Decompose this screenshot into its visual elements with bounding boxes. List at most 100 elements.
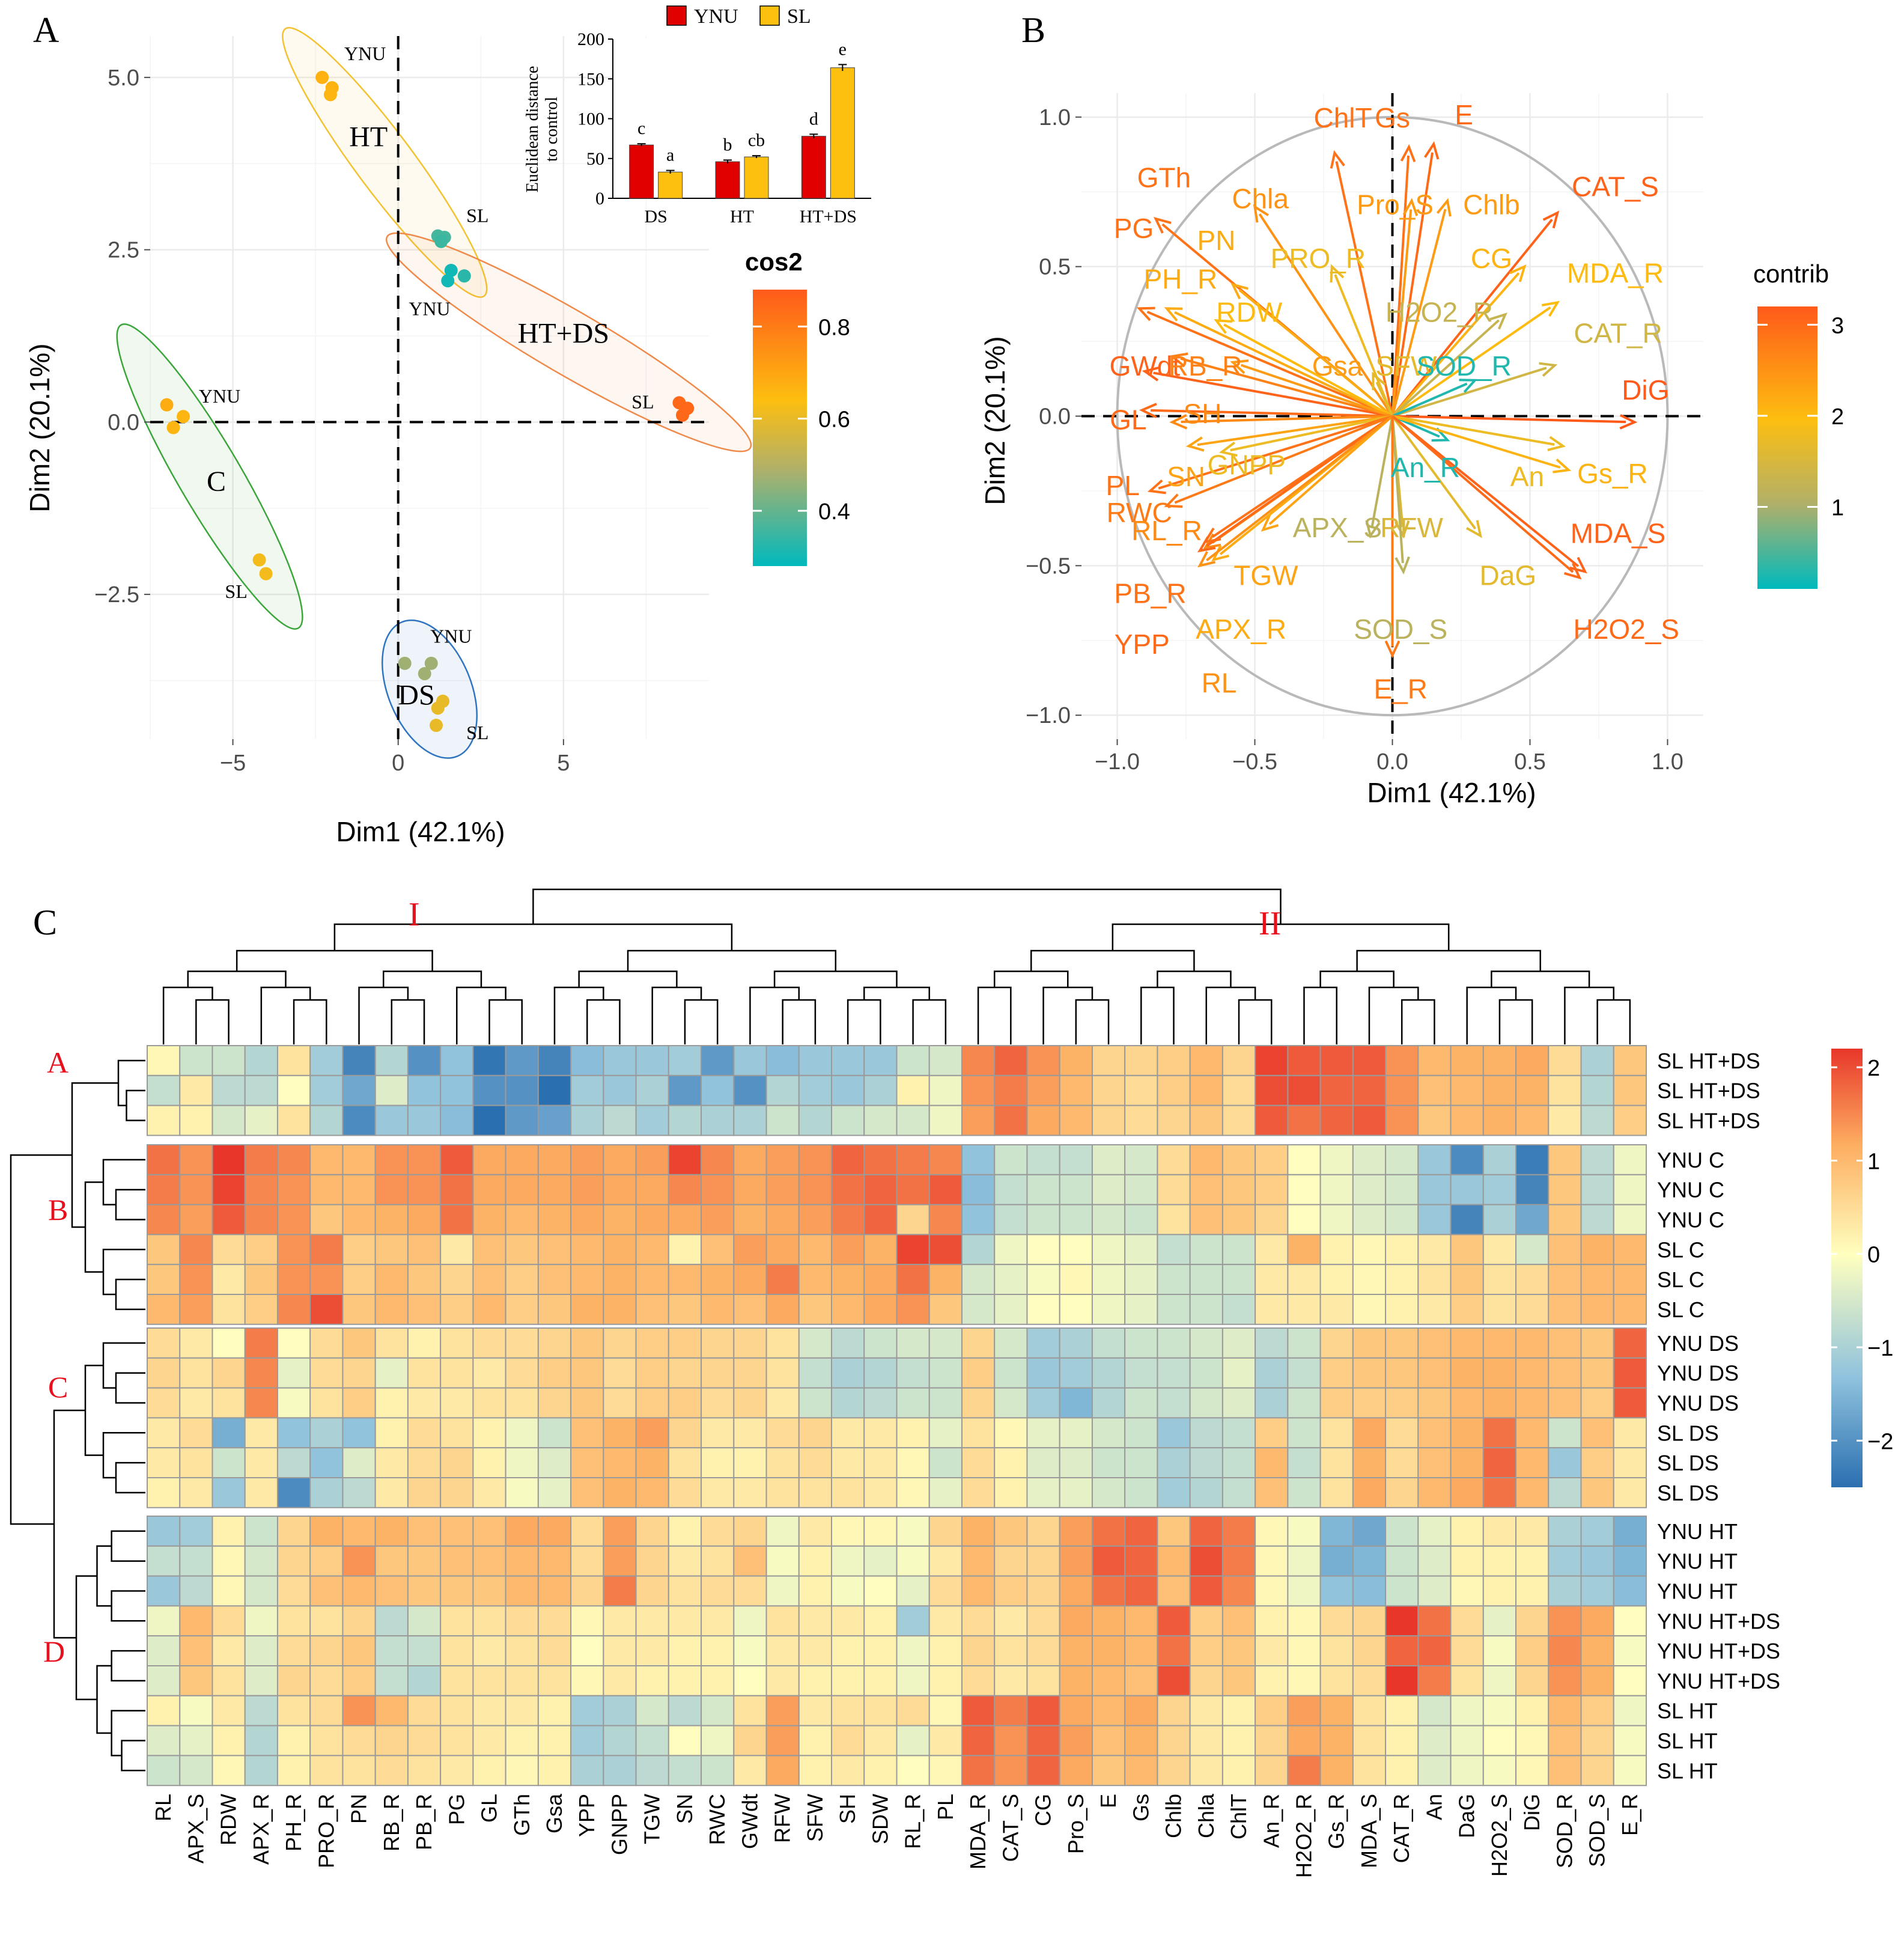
heatmap-cell bbox=[635, 1074, 669, 1106]
heatmap-cell bbox=[1417, 1417, 1452, 1449]
heatmap-cell bbox=[1385, 1635, 1419, 1666]
heatmap-cell bbox=[701, 1264, 735, 1295]
heatmap-cell bbox=[635, 1575, 669, 1607]
heatmap-cell bbox=[407, 1516, 442, 1547]
inset-x-tick-label: HT+DS bbox=[800, 207, 857, 227]
heatmap-cell bbox=[603, 1695, 637, 1726]
sample-point bbox=[160, 398, 174, 412]
heatmap-cell bbox=[831, 1755, 865, 1787]
heatmap-cell bbox=[701, 1447, 735, 1478]
heatmap-cell bbox=[570, 1264, 604, 1295]
heatmap-cell bbox=[798, 1357, 833, 1389]
arrow-chlt bbox=[1330, 150, 1394, 416]
heatmap-cell bbox=[1417, 1294, 1452, 1325]
heatmap-cell bbox=[374, 1105, 409, 1136]
heatmap-cell bbox=[211, 1545, 246, 1577]
heatmap-cell bbox=[1450, 1234, 1484, 1266]
heatmap-cell bbox=[1385, 1605, 1419, 1637]
heatmap-cell bbox=[1221, 1144, 1256, 1175]
variable-label: Gsa bbox=[1312, 350, 1363, 382]
heatmap-cell bbox=[863, 1045, 898, 1076]
heatmap-cell bbox=[668, 1635, 702, 1666]
heatmap-cell bbox=[928, 1357, 963, 1389]
heatmap-cell bbox=[276, 1387, 311, 1419]
heatmap-cell bbox=[1059, 1174, 1093, 1205]
heatmap-cell bbox=[1482, 1045, 1517, 1076]
heatmap-cell bbox=[570, 1725, 604, 1757]
heatmap-cell bbox=[472, 1665, 506, 1696]
heatmap-cell bbox=[1189, 1516, 1223, 1547]
heatmap-cell bbox=[1189, 1725, 1223, 1757]
heatmap-cell bbox=[994, 1294, 1028, 1325]
heatmap-cell bbox=[147, 1387, 181, 1419]
variable-label: SOD_S bbox=[1354, 614, 1447, 645]
heatmap-cell bbox=[1482, 1516, 1517, 1547]
heatmap-cell bbox=[1417, 1105, 1452, 1136]
heatmap-cell bbox=[1124, 1204, 1158, 1236]
group-label: HT bbox=[349, 121, 388, 153]
heatmap-cell bbox=[961, 1174, 996, 1205]
heatmap-cell bbox=[961, 1755, 996, 1787]
variable-label: SOD_R bbox=[1416, 350, 1511, 382]
sample-point bbox=[431, 701, 445, 715]
heatmap-cell bbox=[407, 1755, 442, 1787]
heatmap-cell bbox=[211, 1387, 246, 1419]
heatmap-cell bbox=[1157, 1635, 1191, 1666]
heatmap-cell bbox=[1580, 1174, 1614, 1205]
heatmap-cell bbox=[1221, 1635, 1256, 1666]
heatmap-cell bbox=[1059, 1234, 1093, 1266]
heatmap-cell bbox=[147, 1045, 181, 1076]
sample-point bbox=[444, 264, 458, 277]
heatmap-cell bbox=[570, 1105, 604, 1136]
variable-label: RWC bbox=[1107, 497, 1172, 528]
heatmap-cell bbox=[1091, 1357, 1126, 1389]
arrow-shaft bbox=[1391, 155, 1410, 416]
heatmap-cell bbox=[635, 1357, 669, 1389]
heatmap-cell bbox=[1352, 1545, 1387, 1577]
sample-point bbox=[259, 567, 273, 580]
heatmap-cell bbox=[701, 1725, 735, 1757]
column-label: RL_R bbox=[901, 1794, 925, 1849]
heatmap-cell bbox=[961, 1695, 996, 1726]
arrow-shaft bbox=[1197, 415, 1393, 446]
inset-bar-ynu bbox=[715, 161, 740, 199]
heatmap-cell bbox=[1548, 1144, 1582, 1175]
row-label: YNU DS bbox=[1657, 1391, 1739, 1416]
panel-b-x-tick-label: 1.0 bbox=[1652, 749, 1683, 775]
heatmap-cell bbox=[1255, 1447, 1289, 1478]
heatmap-cell bbox=[147, 1357, 181, 1389]
heatmap-cell bbox=[570, 1045, 604, 1076]
column-label: SDW bbox=[868, 1794, 892, 1844]
heatmap-cell bbox=[407, 1074, 442, 1106]
heatmap-cell bbox=[896, 1665, 930, 1696]
column-dendrogram-link bbox=[773, 971, 898, 988]
heatmap-cell bbox=[1255, 1725, 1289, 1757]
heatmap-cell bbox=[1580, 1234, 1614, 1266]
heatmap-cell bbox=[733, 1516, 767, 1547]
heatmap-cell bbox=[1450, 1695, 1484, 1726]
arrow-head bbox=[1541, 300, 1560, 317]
heatmap-cell bbox=[733, 1695, 767, 1726]
heatmap-cell bbox=[603, 1575, 637, 1607]
heatmap-cell bbox=[1482, 1387, 1517, 1419]
arrow-head bbox=[1489, 312, 1507, 330]
column-label: H2O2_R bbox=[1291, 1794, 1316, 1878]
column-label: H2O2_S bbox=[1487, 1794, 1512, 1877]
heatmap-cell bbox=[1450, 1204, 1484, 1236]
heatmap-cell bbox=[1287, 1074, 1321, 1106]
heatmap-cell bbox=[505, 1105, 539, 1136]
heatmap-cell bbox=[1221, 1725, 1256, 1757]
column-label: An bbox=[1422, 1794, 1446, 1820]
heatmap-cell bbox=[1352, 1447, 1387, 1478]
heatmap-cell bbox=[831, 1695, 865, 1726]
heatmap-cell bbox=[179, 1357, 213, 1389]
heatmap-cell bbox=[798, 1045, 833, 1076]
heatmap-cell bbox=[1515, 1074, 1550, 1106]
heatmap-cell bbox=[733, 1417, 767, 1449]
heatmap-cell bbox=[896, 1605, 930, 1637]
inset-x-tick-label: DS bbox=[644, 207, 667, 227]
variable-label: PN bbox=[1197, 225, 1235, 256]
heatmap-cell bbox=[505, 1755, 539, 1787]
heatmap-tick-label: 2 bbox=[1867, 1056, 1880, 1081]
